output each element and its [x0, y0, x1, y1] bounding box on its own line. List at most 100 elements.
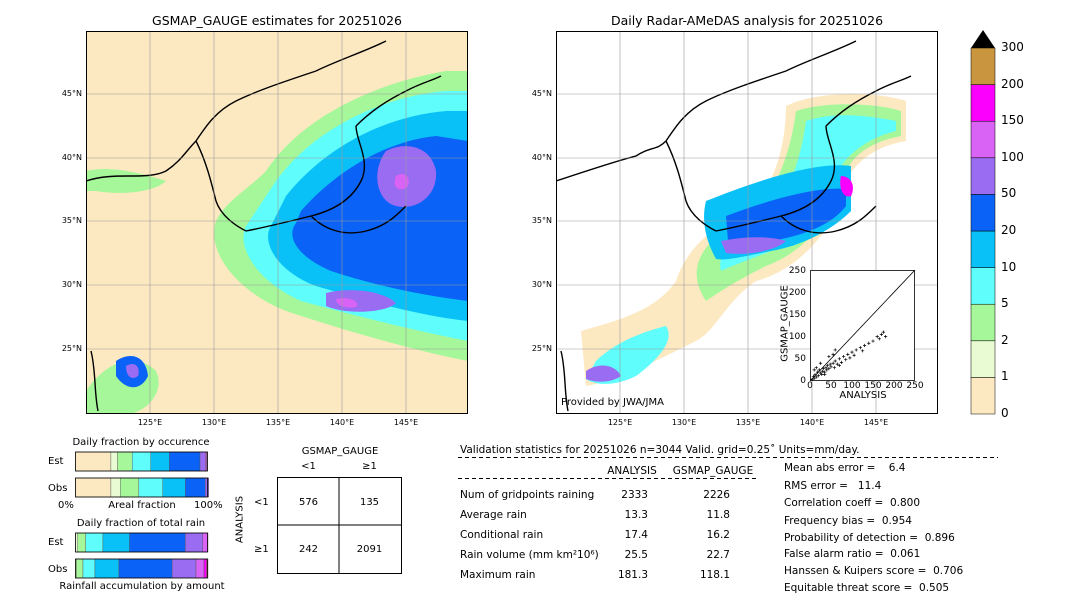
- contingency-cell: 576: [298, 497, 319, 508]
- contingency-cell: 242: [298, 544, 319, 555]
- scatter-point: [827, 354, 831, 359]
- score-line: Mean abs error = 6.4: [784, 462, 906, 474]
- validation-row-gsmap: 118.1: [699, 569, 730, 581]
- stack-segment: [185, 477, 206, 498]
- left-lon-tick: 135°E: [265, 418, 291, 427]
- scatter-point: [858, 346, 862, 350]
- stack-segment: [118, 558, 173, 579]
- score-line: Frequency bias = 0.954: [784, 515, 912, 527]
- left-map: [86, 31, 468, 414]
- scatter-point: [871, 339, 875, 343]
- contingency-cell: 135: [359, 497, 380, 508]
- scatter-point: [852, 353, 856, 357]
- stack-frame: [75, 477, 208, 498]
- stack-segment: [76, 558, 84, 579]
- scatter-point: [881, 330, 886, 334]
- scatter-y-tick: 200: [788, 288, 806, 298]
- right-map-title: Daily Radar-AMeDAS analysis for 20251026: [610, 13, 884, 28]
- occurrence-row-label-est: Est: [48, 456, 64, 467]
- stack-segment: [85, 532, 104, 553]
- stack-segment: [131, 451, 152, 472]
- total-rain-footer: Rainfall accumulation by amount: [59, 581, 225, 592]
- scatter-point: [848, 356, 852, 360]
- scatter-point: [833, 359, 837, 363]
- validation-row-analysis: 13.3: [624, 509, 648, 521]
- scatter-x-tick: 100: [843, 381, 861, 391]
- scatter-point: [867, 341, 871, 345]
- stack-segment: [150, 451, 170, 472]
- stack-segment: [195, 558, 205, 579]
- occurrence-bar-obs: [75, 477, 209, 498]
- colorbar-label: 2: [1001, 332, 1009, 347]
- right-lon-tick: 135°E: [735, 418, 761, 427]
- colorbar-box: [970, 194, 996, 232]
- colorbar-box: [970, 377, 996, 415]
- validation-row-gsmap: 11.8: [706, 509, 730, 521]
- scatter-point: [829, 365, 833, 369]
- scatter-x-tick: 200: [885, 381, 903, 391]
- scatter-point: [810, 378, 814, 382]
- left-lon-tick: 130°E: [201, 418, 227, 427]
- stack-segment: [75, 451, 112, 472]
- total-rain-title: Daily fraction of total rain: [76, 518, 206, 529]
- colorbar: [970, 30, 996, 415]
- colorbar-label: 300: [1001, 40, 1024, 54]
- score-line: False alarm ratio = 0.061: [784, 548, 921, 560]
- left-map-gridlines: [86, 31, 468, 414]
- data-credit: Provided by JWA/JMA: [561, 397, 664, 408]
- scatter-point: [846, 352, 850, 356]
- stack-segment: [138, 477, 163, 498]
- colorbar-label: 200: [1001, 76, 1024, 91]
- scatter-point: [828, 362, 832, 366]
- right-lat-tick: 45°N: [531, 89, 552, 98]
- total-rain-row-label-est: Est: [48, 537, 64, 548]
- validation-row-label: Average rain: [460, 509, 527, 521]
- validation-row-label: Maximum rain: [460, 569, 536, 581]
- left-lon-tick: 145°E: [393, 418, 419, 427]
- scatter-point: [824, 366, 828, 370]
- validation-row-label: Rain volume (mm km²10⁶): [460, 549, 599, 561]
- left-lat-tick: 40°N: [61, 153, 82, 162]
- scatter-point: [837, 357, 841, 361]
- score-line: Probability of detection = 0.896: [784, 532, 955, 544]
- contingency-side-label: ANALYSIS: [234, 495, 246, 544]
- right-map-coastlines: [556, 40, 912, 412]
- colorbar-label: 5: [1001, 296, 1009, 311]
- scatter-point: [884, 335, 888, 339]
- colorbar-extend-arrow: [971, 30, 995, 48]
- contingency-col-label: ≥1: [362, 461, 377, 472]
- stack-segment: [102, 532, 130, 553]
- validation-header: Validation statistics for 20251026 n=304…: [460, 444, 860, 456]
- right-lat-tick: 30°N: [531, 280, 552, 289]
- scatter-point: [879, 332, 883, 336]
- score-line: Hanssen & Kuipers score = 0.706: [784, 565, 964, 577]
- validation-row-gsmap: 2226: [703, 489, 730, 501]
- stack-segment: [75, 477, 112, 498]
- right-map-frame: [556, 31, 938, 414]
- scatter-point: [833, 348, 837, 352]
- scatter-y-tick: 150: [788, 310, 806, 320]
- right-lat-tick: 35°N: [531, 216, 552, 225]
- stack-segment: [203, 558, 207, 579]
- stack-segment: [169, 451, 201, 472]
- scatter-point: [814, 375, 818, 379]
- contingency-row-label: <1: [254, 497, 269, 508]
- stack-segment: [110, 451, 118, 472]
- left-lon-tick: 140°E: [329, 418, 355, 427]
- left-map-frame: [86, 31, 468, 414]
- stack-segment: [185, 532, 203, 553]
- scatter-point: [821, 369, 825, 373]
- total-rain-row-label-obs: Obs: [48, 564, 68, 575]
- scatter-point: [821, 366, 826, 371]
- left-map-coastlines: [86, 40, 442, 412]
- stack-segment: [171, 558, 197, 579]
- right-lon-tick: 130°E: [671, 418, 697, 427]
- scatter-y-tick: 250: [788, 266, 806, 276]
- scatter-point: [814, 366, 818, 370]
- contingency-title: GSMAP_GAUGE: [301, 446, 379, 457]
- validation-row-analysis: 17.4: [624, 529, 648, 541]
- left-map-rain-field: [86, 71, 468, 414]
- right-lat-tick: 25°N: [531, 344, 552, 353]
- stack-segment: [117, 451, 133, 472]
- stack-segment: [129, 532, 186, 553]
